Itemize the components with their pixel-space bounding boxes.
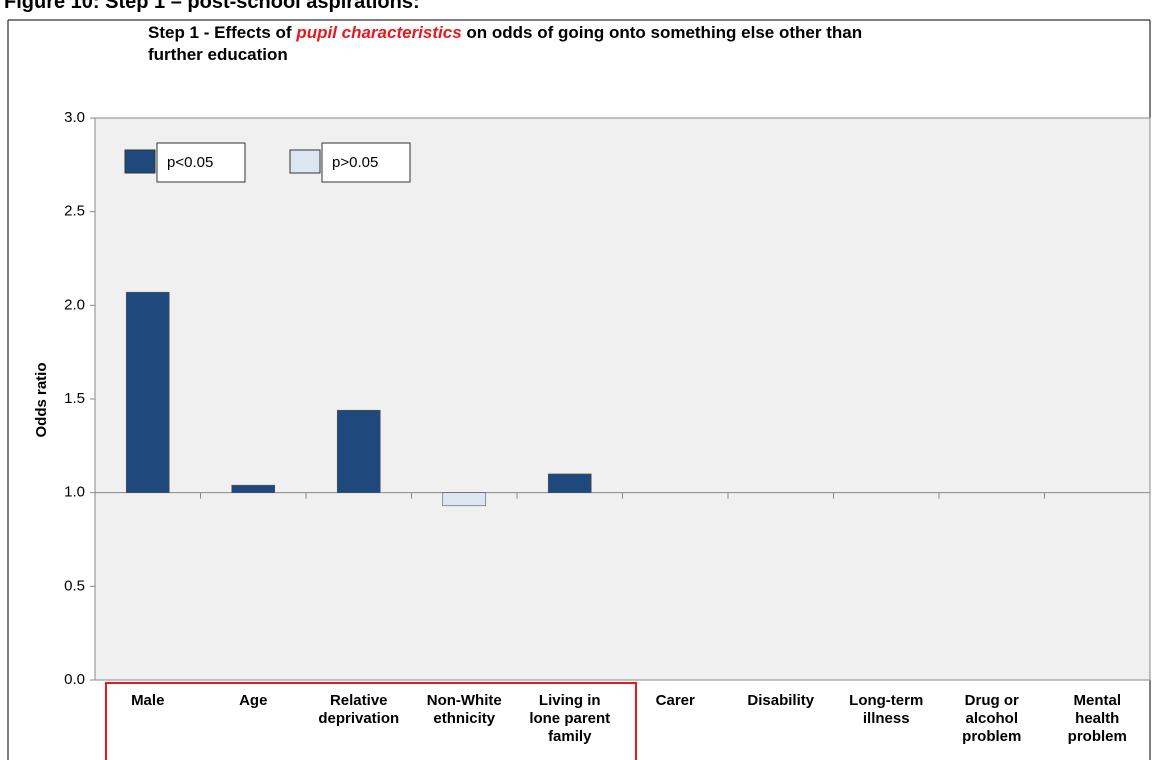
bar xyxy=(547,473,592,493)
legend-box xyxy=(156,142,246,183)
chart-title: Step 1 - Effects of pupil characteristic… xyxy=(148,22,868,66)
bar xyxy=(231,484,276,493)
legend-label: p<0.05 xyxy=(167,154,213,171)
legend-swatch xyxy=(124,149,156,174)
plot-area xyxy=(94,117,1151,681)
x-tick-label: Long-term illness xyxy=(849,692,924,727)
x-tick-label: Carer xyxy=(655,692,695,709)
legend-swatch xyxy=(289,149,321,174)
y-tick-label: 1.0 xyxy=(64,484,85,501)
y-tick-label: 0.0 xyxy=(64,671,85,688)
x-tick-label: Male xyxy=(131,692,165,709)
x-tick-label: Relative deprivation xyxy=(318,692,400,727)
y-tick-label: 1.5 xyxy=(64,390,85,407)
bar xyxy=(125,291,170,493)
x-tick-label: Living in lone parent family xyxy=(529,692,611,745)
x-tick-label: Non-White ethnicity xyxy=(426,692,502,727)
y-axis-label: Odds ratio xyxy=(33,362,50,437)
title-text: on odds of going onto something else oth… xyxy=(148,23,863,64)
title-highlight: pupil characteristics xyxy=(296,23,462,42)
x-tick-label: Disability xyxy=(747,692,815,709)
y-tick-label: 0.5 xyxy=(64,577,85,594)
heading: Figure 10: Step 1 – post-school aspirati… xyxy=(4,0,420,13)
title-text: Step 1 - Effects of xyxy=(148,23,297,42)
x-tick-label: Age xyxy=(239,692,268,709)
bar xyxy=(442,492,487,507)
x-tick-label: Drug or alcohol problem xyxy=(962,692,1022,745)
y-tick-label: 2.0 xyxy=(64,296,85,313)
highlight-box xyxy=(105,682,637,760)
x-tick-label: Mental health problem xyxy=(1067,692,1127,745)
y-tick-label: 2.5 xyxy=(64,203,85,220)
bar xyxy=(336,409,381,493)
legend-label: p>0.05 xyxy=(332,154,378,171)
legend-box xyxy=(321,142,411,183)
y-tick-label: 3.0 xyxy=(64,109,85,126)
